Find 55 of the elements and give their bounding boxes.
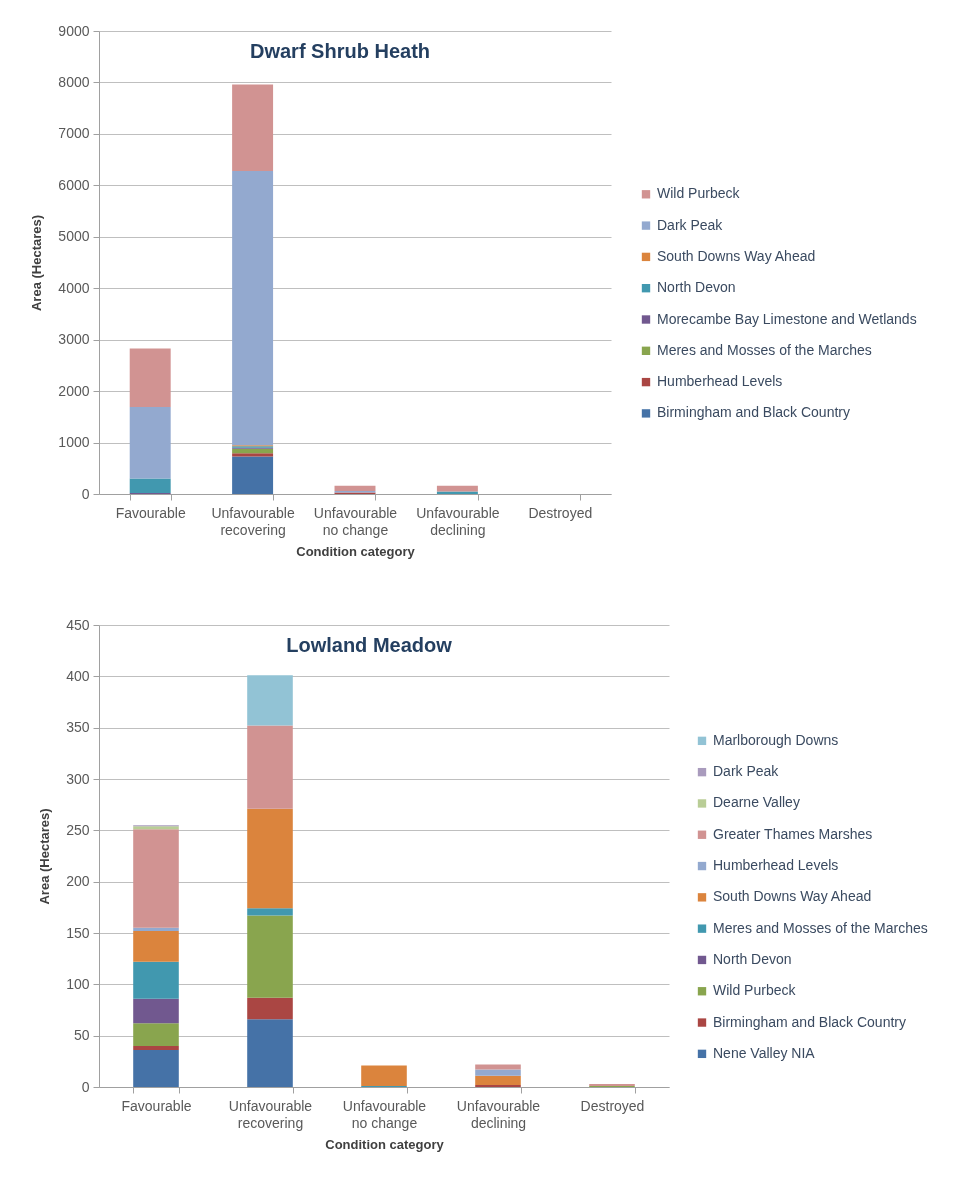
y-tick-label: 8000 xyxy=(58,73,90,90)
y-tick-label: 9000 xyxy=(58,22,90,39)
x-tick-label: Unfavourable declining xyxy=(456,1097,541,1131)
legend-label: Morecambe Bay Limestone and Wetlands xyxy=(657,310,917,327)
legend-label: Birmingham and Black Country xyxy=(657,404,850,421)
y-tick-label: 6000 xyxy=(58,176,90,193)
x-tick-label: Unfavourable no change xyxy=(313,504,398,538)
y-tick-label: 400 xyxy=(66,667,90,684)
y-tick-label: 200 xyxy=(66,873,90,890)
chart-title: Dwarf Shrub Heath xyxy=(249,40,431,62)
x-tick-label: Unfavourable recovering xyxy=(211,504,295,538)
legend-label: Meres and Mosses of the Marches xyxy=(713,919,928,936)
y-tick-label: 450 xyxy=(66,616,90,633)
legend-label: Dark Peak xyxy=(713,763,780,780)
y-tick-label: 2000 xyxy=(58,382,90,399)
x-tick-label: Unfavourable recovering xyxy=(228,1097,313,1131)
y-tick-label: 50 xyxy=(73,1027,90,1044)
y-tick-label: 350 xyxy=(66,719,90,736)
y-tick-label: 150 xyxy=(66,924,90,941)
legend-label: Wild Purbeck xyxy=(657,185,741,202)
legend-label: Dearne Valley xyxy=(713,794,800,811)
legend-label: Meres and Mosses of the Marches xyxy=(657,341,872,358)
x-tick-label: Unfavourable no change xyxy=(342,1097,427,1131)
y-tick-label: 0 xyxy=(81,485,90,502)
x-tick-label: Favourable xyxy=(121,1097,192,1114)
y-tick-label: 100 xyxy=(66,975,90,992)
y-tick-label: 5000 xyxy=(58,228,90,245)
legend-label: Greater Thames Marshes xyxy=(713,825,873,842)
x-axis-title: Condition category xyxy=(296,543,416,559)
x-tick-label: Unfavourable declining xyxy=(416,504,500,538)
y-tick-label: 250 xyxy=(66,821,90,838)
x-tick-label: Destroyed xyxy=(580,1097,645,1114)
x-axis-title: Condition category xyxy=(325,1136,445,1152)
y-tick-label: 300 xyxy=(66,770,90,787)
y-tick-label: 1000 xyxy=(58,434,90,451)
legend-label: Marlborough Downs xyxy=(713,731,839,748)
legend-label: South Downs Way Ahead xyxy=(713,888,872,905)
legend-label: North Devon xyxy=(713,950,792,967)
legend-label: Dark Peak xyxy=(657,216,724,233)
y-axis-title: Area (Hectares) xyxy=(37,808,53,905)
y-tick-label: 7000 xyxy=(58,125,90,142)
legend-label: Wild Purbeck xyxy=(713,982,797,999)
legend-label: South Downs Way Ahead xyxy=(657,247,816,264)
legend-label: Humberhead Levels xyxy=(713,857,839,874)
legend-label: Birmingham and Black Country xyxy=(713,1013,906,1030)
chart-title: Lowland Meadow xyxy=(286,634,453,656)
y-tick-label: 4000 xyxy=(58,279,90,296)
y-axis-title: Area (Hectares) xyxy=(29,214,45,312)
x-tick-label: Destroyed xyxy=(528,504,593,521)
x-tick-label: Favourable xyxy=(115,504,186,521)
y-tick-label: 0 xyxy=(81,1078,90,1095)
legend-label: Humberhead Levels xyxy=(657,373,783,390)
y-tick-label: 3000 xyxy=(58,331,90,348)
legend-label: Nene Valley NIA xyxy=(713,1044,816,1061)
legend-label: North Devon xyxy=(657,279,736,296)
